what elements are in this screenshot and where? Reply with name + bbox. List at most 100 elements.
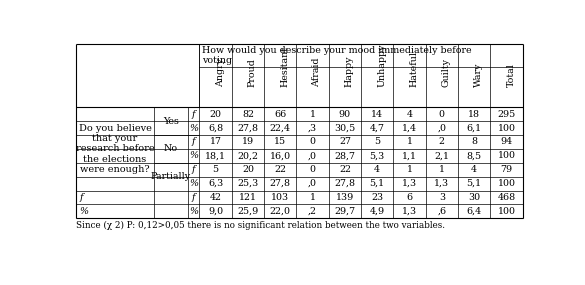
- Text: 66: 66: [274, 110, 287, 119]
- Text: %: %: [189, 207, 198, 216]
- Text: 18: 18: [468, 110, 480, 119]
- Text: 27: 27: [339, 137, 351, 146]
- Text: ,3: ,3: [308, 124, 317, 133]
- Text: 15: 15: [274, 137, 286, 146]
- Text: 1,1: 1,1: [402, 151, 417, 160]
- Text: 5,1: 5,1: [370, 179, 385, 188]
- Text: 1: 1: [407, 165, 412, 174]
- Text: 82: 82: [242, 110, 254, 119]
- Text: 20: 20: [209, 110, 222, 119]
- Text: 4: 4: [471, 165, 477, 174]
- Text: 4,7: 4,7: [370, 124, 385, 133]
- Text: %: %: [189, 124, 198, 133]
- Text: Afraid: Afraid: [312, 58, 322, 87]
- Text: 2,1: 2,1: [434, 151, 449, 160]
- Text: ,6: ,6: [437, 207, 446, 216]
- Text: 22,4: 22,4: [270, 124, 291, 133]
- Text: 103: 103: [271, 193, 290, 202]
- Text: 8,5: 8,5: [467, 151, 481, 160]
- Text: 14: 14: [371, 110, 383, 119]
- Text: 18,1: 18,1: [205, 151, 226, 160]
- Text: 5: 5: [374, 137, 380, 146]
- Text: 0: 0: [439, 110, 445, 119]
- Text: 9,0: 9,0: [208, 207, 223, 216]
- Text: 5: 5: [212, 165, 219, 174]
- Text: 4,9: 4,9: [370, 207, 385, 216]
- Text: 4: 4: [407, 110, 412, 119]
- Text: 30,5: 30,5: [334, 124, 356, 133]
- Text: 100: 100: [497, 151, 515, 160]
- Text: 22,0: 22,0: [270, 207, 291, 216]
- Text: Since (χ 2) P: 0,12>0,05 there is no significant relation between the two variab: Since (χ 2) P: 0,12>0,05 there is no sig…: [76, 221, 445, 231]
- Text: 0: 0: [309, 165, 315, 174]
- Text: %: %: [189, 151, 198, 160]
- Text: 79: 79: [500, 165, 512, 174]
- Text: 3: 3: [439, 193, 445, 202]
- Text: 139: 139: [336, 193, 354, 202]
- Text: 5,3: 5,3: [370, 151, 385, 160]
- Text: Do you believe
that your
research before
the elections
were enough?: Do you believe that your research before…: [75, 124, 154, 174]
- Text: 1: 1: [439, 165, 445, 174]
- Text: No: No: [164, 144, 178, 153]
- Text: 17: 17: [209, 137, 222, 146]
- Text: 468: 468: [497, 193, 515, 202]
- Text: 6: 6: [407, 193, 412, 202]
- Text: 27,8: 27,8: [238, 124, 259, 133]
- Text: Proud: Proud: [248, 58, 257, 87]
- Text: 29,7: 29,7: [334, 207, 356, 216]
- Text: 1: 1: [309, 193, 315, 202]
- Text: 121: 121: [239, 193, 257, 202]
- Text: 42: 42: [209, 193, 222, 202]
- Text: f: f: [192, 193, 195, 202]
- Text: f: f: [192, 137, 195, 146]
- Text: %: %: [80, 207, 88, 216]
- Text: %: %: [189, 179, 198, 188]
- Text: 1,3: 1,3: [402, 179, 417, 188]
- Text: 6,4: 6,4: [467, 207, 481, 216]
- Text: f: f: [192, 110, 195, 119]
- Text: Wary: Wary: [474, 63, 483, 87]
- Text: Angry: Angry: [216, 58, 225, 87]
- Text: 2: 2: [439, 137, 445, 146]
- Text: 6,8: 6,8: [208, 124, 223, 133]
- Text: Total: Total: [507, 64, 515, 87]
- Text: Unhappy: Unhappy: [377, 44, 386, 87]
- Text: 16,0: 16,0: [270, 151, 291, 160]
- Text: Hesitant: Hesitant: [280, 46, 289, 87]
- Text: 295: 295: [497, 110, 515, 119]
- Text: 6,1: 6,1: [467, 124, 481, 133]
- Text: 27,8: 27,8: [335, 179, 355, 188]
- Text: ,0: ,0: [438, 124, 446, 133]
- Text: 1,4: 1,4: [402, 124, 417, 133]
- Text: 20: 20: [242, 165, 254, 174]
- Text: 1: 1: [309, 110, 315, 119]
- Text: 5,1: 5,1: [467, 179, 481, 188]
- Text: How would you describe your mood immediately before
voting: How would you describe your mood immedia…: [202, 46, 472, 66]
- Text: 100: 100: [497, 124, 515, 133]
- Text: ,0: ,0: [308, 179, 317, 188]
- Text: Guilty: Guilty: [442, 58, 451, 87]
- Text: 90: 90: [339, 110, 351, 119]
- Text: Yes: Yes: [163, 117, 178, 126]
- Text: f: f: [80, 193, 83, 202]
- Text: 1: 1: [407, 137, 412, 146]
- Text: 25,3: 25,3: [238, 179, 259, 188]
- Text: 1,3: 1,3: [402, 207, 417, 216]
- Text: 100: 100: [497, 207, 515, 216]
- Text: 28,7: 28,7: [335, 151, 355, 160]
- Text: 27,8: 27,8: [270, 179, 291, 188]
- Text: 25,9: 25,9: [238, 207, 259, 216]
- Text: 8: 8: [471, 137, 477, 146]
- Text: 19: 19: [242, 137, 254, 146]
- Text: f: f: [192, 165, 195, 174]
- Text: 4: 4: [374, 165, 380, 174]
- Text: 1,3: 1,3: [434, 179, 449, 188]
- Text: ,2: ,2: [308, 207, 317, 216]
- Text: ,0: ,0: [308, 151, 317, 160]
- Text: 23: 23: [371, 193, 383, 202]
- Text: Hateful: Hateful: [410, 51, 418, 87]
- Text: 94: 94: [500, 137, 512, 146]
- Text: Partially: Partially: [151, 172, 191, 181]
- Text: 100: 100: [497, 179, 515, 188]
- Text: 30: 30: [468, 193, 480, 202]
